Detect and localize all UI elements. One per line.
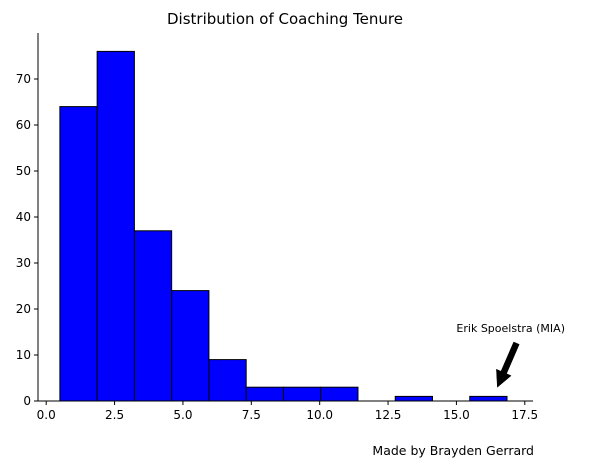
y-tick-label: 30 (16, 256, 31, 270)
y-tick-label: 40 (16, 210, 31, 224)
y-tick-label: 50 (16, 164, 31, 178)
histogram-bar (208, 359, 247, 402)
y-tick-label: 0 (23, 394, 31, 408)
x-tick-label: 2.5 (105, 408, 124, 422)
annotation-group: Erik Spoelstra (MIA) (456, 322, 565, 388)
chart-title: Distribution of Coaching Tenure (167, 10, 403, 28)
x-tick-label: 0.0 (37, 408, 56, 422)
bars-group (59, 50, 508, 402)
x-tick-label: 7.5 (242, 408, 261, 422)
histogram-bar (469, 395, 508, 402)
y-tick-label: 60 (16, 118, 31, 132)
x-tick-label: 15.0 (443, 408, 470, 422)
x-tick-label: 5.0 (173, 408, 192, 422)
x-ticks-group: 0.0 2.5 5.0 7.5 10.0 12.5 15.0 17.5 (37, 401, 538, 422)
x-tick-label: 10.0 (306, 408, 333, 422)
histogram-bar (133, 230, 173, 402)
x-tick-label: 12.5 (375, 408, 402, 422)
histogram-bar (245, 386, 284, 402)
x-tick-label: 17.5 (511, 408, 538, 422)
histogram-bar (59, 106, 98, 402)
annotation-arrow (496, 341, 520, 388)
histogram-bar (96, 50, 135, 402)
histogram-bar (394, 395, 433, 402)
histogram-bar (282, 386, 322, 402)
histogram-bar (171, 290, 210, 402)
y-tick-label: 10 (16, 348, 31, 362)
credit-text: Made by Brayden Gerrard (372, 443, 534, 458)
y-tick-label: 20 (16, 302, 31, 316)
histogram-bar (320, 386, 359, 402)
y-tick-label: 70 (16, 72, 31, 86)
y-ticks-group: 0 10 20 30 40 50 60 70 (16, 72, 38, 408)
annotation-label: Erik Spoelstra (MIA) (456, 322, 565, 335)
